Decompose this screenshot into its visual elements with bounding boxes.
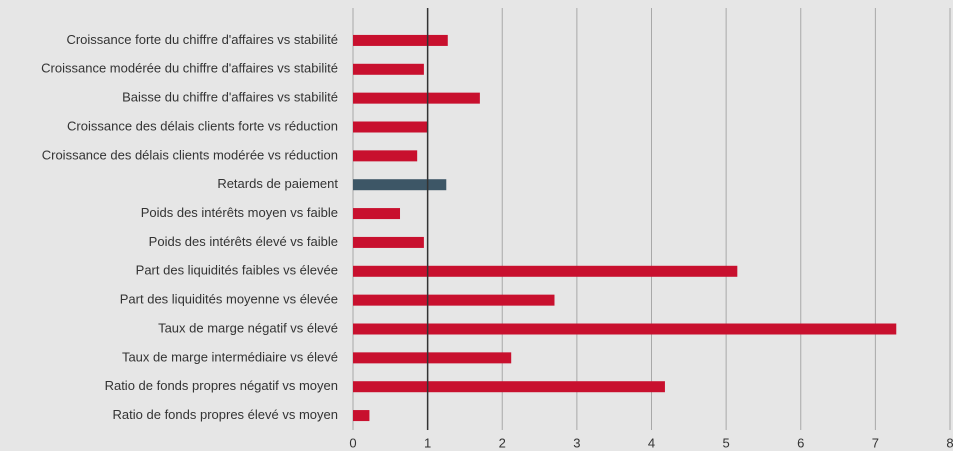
x-tick-label: 5 [723, 435, 730, 450]
y-tick-label: Croissance forte du chiffre d'affaires v… [66, 32, 338, 47]
y-tick-label: Taux de marge intermédiaire vs élevé [122, 349, 338, 364]
bar [353, 381, 665, 393]
x-tick-label: 8 [946, 435, 953, 450]
y-tick-label: Retards de paiement [217, 176, 338, 191]
x-tick-label: 7 [872, 435, 879, 450]
bar [353, 179, 447, 191]
bar [353, 34, 448, 46]
x-tick-label: 4 [648, 435, 655, 450]
bar [353, 410, 370, 422]
bar [353, 323, 897, 335]
y-tick-label: Croissance des délais clients forte vs r… [67, 118, 338, 133]
y-tick-label: Part des liquidités faibles vs élevée [136, 263, 338, 278]
bar [353, 208, 401, 220]
x-tick-label: 0 [349, 435, 356, 450]
y-tick-label: Ratio de fonds propres élevé vs moyen [113, 407, 338, 422]
bar [353, 63, 424, 75]
x-tick-label: 1 [424, 435, 431, 450]
y-tick-label: Baisse du chiffre d'affaires vs stabilit… [122, 90, 338, 105]
bar [353, 92, 480, 104]
x-tick-label: 3 [573, 435, 580, 450]
bar [353, 294, 555, 306]
y-tick-label: Taux de marge négatif vs élevé [158, 320, 338, 335]
bar [353, 352, 512, 364]
y-tick-label: Croissance modérée du chiffre d'affaires… [41, 61, 338, 76]
y-tick-label: Poids des intérêts élevé vs faible [149, 234, 338, 249]
bar [353, 150, 418, 162]
bar [353, 265, 738, 277]
y-tick-label: Croissance des délais clients modérée vs… [42, 147, 338, 162]
x-tick-label: 2 [499, 435, 506, 450]
y-tick-label: Ratio de fonds propres négatif vs moyen [105, 378, 338, 393]
bar [353, 236, 424, 248]
x-tick-label: 6 [797, 435, 804, 450]
bar [353, 121, 428, 133]
y-tick-label: Part des liquidités moyenne vs élevée [120, 292, 338, 307]
y-tick-label: Poids des intérêts moyen vs faible [141, 205, 338, 220]
